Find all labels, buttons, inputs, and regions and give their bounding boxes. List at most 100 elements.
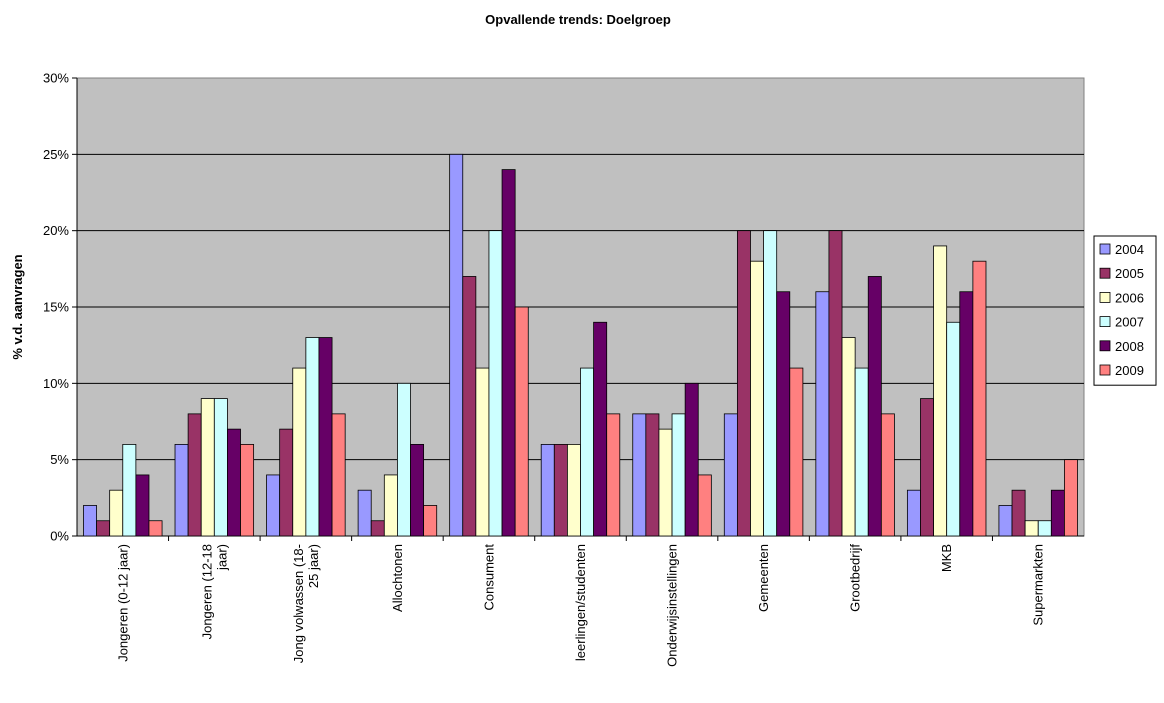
legend-swatch-2009: [1099, 364, 1111, 376]
bar-2005-4: [462, 276, 477, 537]
bar-2009-7: [789, 367, 804, 537]
bar-2004-6: [632, 413, 647, 537]
x-tick-label: Onderwijsinstellingen: [665, 544, 680, 667]
bar-2005-5: [553, 443, 568, 537]
bar-2004-4: [449, 153, 464, 537]
x-tick-label-line: Consument: [481, 544, 496, 611]
bar-2005-3: [370, 520, 385, 537]
legend-label-2006: 2006: [1115, 290, 1144, 305]
legend-box: [1093, 235, 1157, 386]
legend-swatch-2007: [1099, 316, 1111, 328]
bar-2005-8: [828, 230, 843, 537]
bar-2007-5: [580, 367, 595, 537]
legend-swatch-2006: [1099, 291, 1111, 303]
bar-2007-0: [122, 443, 137, 537]
bar-2008-7: [776, 291, 791, 537]
bar-2007-9: [946, 321, 961, 537]
x-tick-label: Jong volwassen (18-25 jaar): [291, 544, 321, 663]
bar-2006-9: [933, 245, 948, 537]
x-tick-label: Jongeren (12-18jaar): [199, 544, 229, 639]
x-tick-label-line: Jong volwassen (18-: [291, 544, 306, 663]
bar-2007-1: [213, 398, 228, 537]
legend-label-2005: 2005: [1115, 266, 1144, 281]
bar-2009-5: [606, 413, 621, 537]
bar-2009-4: [514, 306, 529, 537]
bar-2009-8: [880, 413, 895, 537]
y-tick-label: 15%: [43, 300, 69, 315]
bar-2004-5: [540, 443, 555, 537]
bar-2008-8: [867, 276, 882, 537]
y-tick-label: 10%: [43, 376, 69, 391]
bar-2006-3: [383, 474, 398, 537]
bar-2007-6: [671, 413, 686, 537]
legend-swatch-2008: [1099, 340, 1111, 352]
x-tick-label-line: MKB: [939, 544, 954, 572]
bar-2009-0: [148, 520, 163, 537]
bar-2004-0: [83, 505, 97, 537]
bar-2006-2: [292, 367, 307, 537]
bar-2008-0: [135, 474, 150, 537]
bar-2008-10: [1050, 489, 1065, 537]
x-tick-label: Consument: [481, 544, 496, 611]
x-tick-label: Grootbedrijf: [848, 544, 863, 612]
bar-2005-6: [645, 413, 660, 537]
x-tick-label: Jongeren (0-12 jaar): [115, 544, 130, 662]
bar-2009-10: [1064, 459, 1078, 537]
bar-2004-1: [174, 443, 189, 537]
y-tick-label: 20%: [43, 223, 69, 238]
x-tick-label-line: Grootbedrijf: [848, 544, 863, 612]
bar-2004-8: [815, 291, 830, 537]
bar-2008-6: [684, 382, 699, 537]
bar-2006-0: [109, 489, 124, 537]
bar-2008-3: [410, 443, 425, 537]
bar-2005-10: [1011, 489, 1026, 537]
y-axis-label: % v.d. aanvragen: [10, 254, 25, 359]
bar-2009-9: [972, 260, 987, 537]
bar-2007-4: [488, 230, 503, 537]
bar-2006-8: [841, 337, 856, 537]
x-tick-label: Gemeenten: [756, 544, 771, 612]
x-tick-label: Allochtonen: [390, 544, 405, 612]
bar-2006-5: [567, 443, 581, 537]
legend-label-2008: 2008: [1115, 339, 1144, 354]
x-tick-label-line: Jongeren (0-12 jaar): [115, 544, 130, 662]
bar-2007-3: [397, 382, 411, 537]
bar-2007-7: [763, 230, 778, 537]
x-tick-label-line: Onderwijsinstellingen: [665, 544, 680, 667]
y-tick-label: 5%: [50, 452, 69, 467]
bar-2005-0: [96, 520, 111, 537]
bar-2006-10: [1024, 520, 1039, 537]
legend: 2004 2005 2006 2007 2008 2009: [1093, 235, 1157, 386]
legend-label-2007: 2007: [1115, 315, 1144, 330]
y-tick-label: 0%: [50, 529, 69, 544]
bar-2004-10: [998, 505, 1013, 537]
bar-2006-6: [658, 428, 673, 537]
bar-2009-6: [697, 474, 712, 537]
bar-2008-2: [318, 337, 333, 537]
bar-2005-1: [187, 413, 202, 537]
x-tick-label: leerlingen/studenten: [573, 544, 588, 661]
bar-2007-2: [305, 337, 320, 537]
plot-area: 0% 5% 10% 15% 20% 25% 30% Jongeren (0-12 jaar) J…: [43, 71, 1085, 667]
x-tick-label-line: Jongeren (12-18: [199, 544, 214, 639]
chart-title: Opvallende trends: Doelgroep: [485, 12, 671, 27]
legend-label-2004: 2004: [1115, 242, 1144, 257]
bar-2004-9: [906, 489, 921, 537]
x-tick-label-line: Supermarkten: [1031, 544, 1046, 626]
x-tick-label: Supermarkten: [1031, 544, 1046, 626]
y-tick-label: 30%: [43, 71, 69, 86]
bar-2004-2: [266, 474, 281, 537]
bar-2008-1: [227, 428, 241, 537]
bar-2007-10: [1037, 520, 1052, 537]
x-tick-label-line: 25 jaar): [306, 544, 321, 588]
x-tick-label-line: Gemeenten: [756, 544, 771, 612]
x-tick-label-line: jaar): [214, 544, 229, 571]
bar-2004-7: [723, 413, 738, 537]
y-tick-label: 25%: [43, 147, 69, 162]
bar-2006-1: [200, 398, 215, 537]
bar-2008-4: [501, 169, 516, 537]
bar-2009-3: [423, 505, 438, 537]
bar-2006-7: [750, 260, 764, 537]
bar-2005-7: [736, 230, 751, 537]
